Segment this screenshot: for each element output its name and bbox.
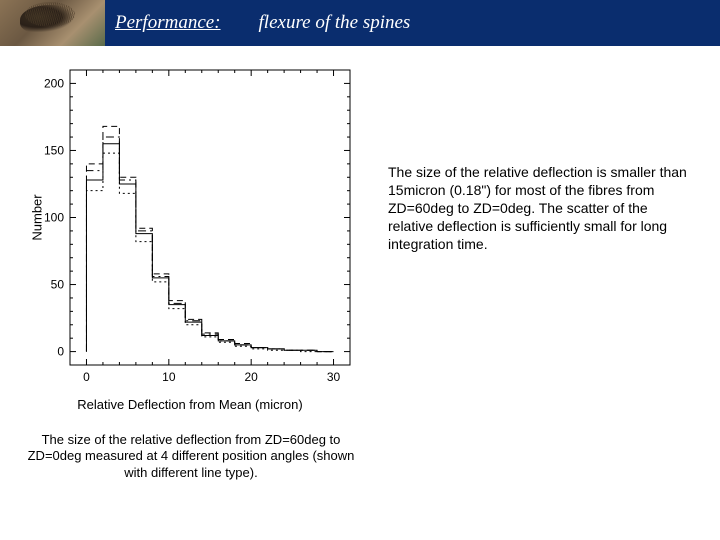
header-title: Performance: [115,12,221,34]
svg-text:10: 10 [162,370,176,384]
svg-text:30: 30 [327,370,341,384]
description-text: The size of the relative deflection is s… [388,164,696,254]
svg-text:0: 0 [83,370,90,384]
header-bar: Performance: flexure of the spines [0,0,720,46]
y-axis-label: Number [30,194,45,240]
echidna-logo [0,0,105,46]
chart-svg: 0 10 20 30 0 50 100 150 200 [20,60,360,390]
svg-text:200: 200 [44,76,64,90]
histogram-chart: Number 0 10 20 30 0 50 100 150 200 Relative Defl… [20,60,360,410]
svg-text:0: 0 [57,345,64,359]
svg-text:50: 50 [51,278,65,292]
header-subtitle: flexure of the spines [259,12,411,34]
x-axis-label: Relative Deflection from Mean (micron) [20,397,360,412]
svg-text:100: 100 [44,211,64,225]
svg-text:20: 20 [244,370,258,384]
svg-text:150: 150 [44,143,64,157]
caption-text: The size of the relative deflection from… [26,432,356,481]
